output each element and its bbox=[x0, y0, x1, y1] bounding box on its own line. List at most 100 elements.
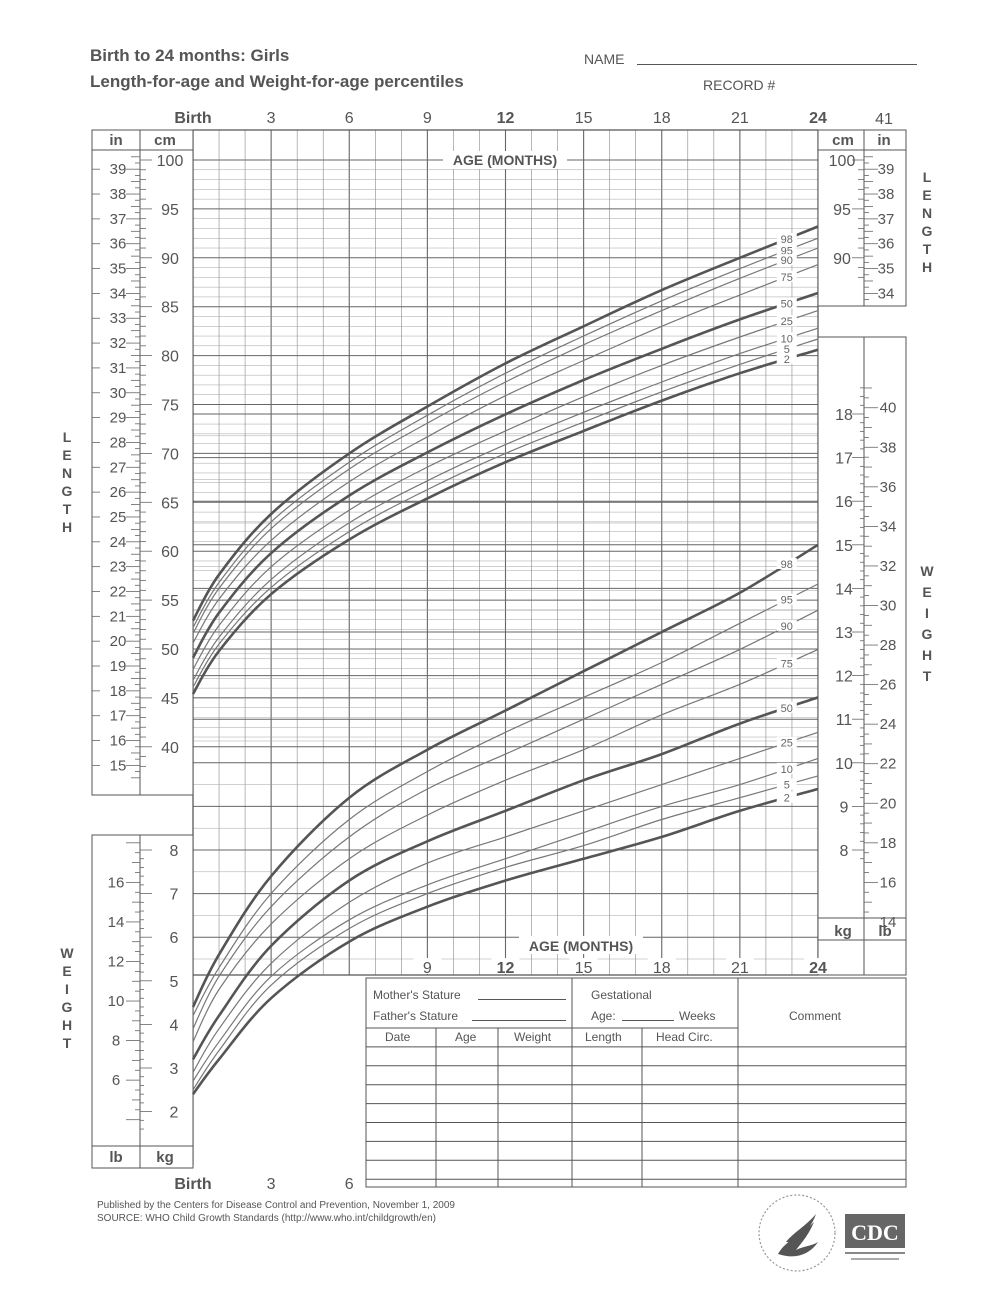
mother-stature-label: Mother's Stature bbox=[373, 988, 461, 1002]
tick-bg bbox=[725, 958, 754, 974]
weight-kg-right-tick: 14 bbox=[835, 581, 853, 598]
length-curve-p98 bbox=[191, 225, 819, 622]
length-in-left-tick: 31 bbox=[110, 360, 127, 377]
length-in-left-tick: 37 bbox=[110, 211, 127, 228]
length-in-left-tick: 21 bbox=[110, 608, 127, 625]
weight-lb-right-tick: 24 bbox=[880, 716, 897, 733]
weight-percentile-label: 10 bbox=[781, 764, 793, 776]
side-weight-letter: T bbox=[63, 1035, 72, 1051]
length-cm-left-tick: 50 bbox=[161, 642, 179, 659]
unit-kg-left: kg bbox=[156, 1149, 174, 1166]
percentile-label-bg bbox=[776, 233, 797, 245]
gestational-age-field[interactable] bbox=[622, 1020, 674, 1021]
col-date: Date bbox=[385, 1030, 411, 1044]
percentile-label-bg bbox=[776, 791, 797, 803]
weight-lb-right-tick: 32 bbox=[880, 558, 897, 575]
side-weight-letter: W bbox=[920, 563, 934, 579]
length-in-right-tick: 35 bbox=[878, 261, 895, 278]
length-curve-p50 bbox=[191, 291, 819, 659]
source-note: SOURCE: WHO Child Growth Standards (http… bbox=[97, 1213, 437, 1224]
percentile-label-bg bbox=[776, 270, 797, 282]
unit-kg-right: kg bbox=[834, 923, 852, 940]
unit-cm-right: cm bbox=[832, 132, 854, 149]
weight-kg-right-tick: 8 bbox=[840, 843, 849, 860]
length-cm-left-tick: 55 bbox=[161, 593, 179, 610]
side-length-letter: L bbox=[63, 429, 72, 445]
right-top-extra: 41 bbox=[875, 111, 893, 128]
weight-kg-right-tick: 10 bbox=[835, 756, 853, 773]
weight-kg-left-tick: 3 bbox=[170, 1061, 179, 1078]
weight-lb-right-tick: 22 bbox=[880, 756, 897, 773]
record-label: RECORD # bbox=[703, 77, 776, 93]
axis-labels: in cm393837363534333231302928272625242322… bbox=[60, 110, 934, 1193]
weight-curves: 98 95 90 75 50 25 10 52 bbox=[191, 543, 819, 1095]
percentile-label-bg bbox=[776, 332, 797, 344]
month-tick-bottom: Birth bbox=[174, 1176, 211, 1193]
length-percentile-label: 25 bbox=[781, 316, 793, 328]
weight-curve-p25 bbox=[192, 731, 819, 1073]
length-cm-left-tick: 95 bbox=[161, 202, 179, 219]
length-in-left-tick: 20 bbox=[110, 633, 127, 650]
side-length-letter: T bbox=[923, 241, 932, 257]
weight-kg-left-tick: 5 bbox=[170, 974, 179, 991]
cdc-logo-icon: CDC bbox=[845, 1214, 905, 1260]
side-weight-letter: G bbox=[922, 626, 933, 642]
weight-lb-left-tick: 6 bbox=[112, 1072, 120, 1089]
month-tick-top: Birth bbox=[174, 110, 211, 127]
age-label-bg bbox=[443, 151, 567, 169]
father-stature-label: Father's Stature bbox=[373, 1009, 458, 1023]
left-length-scale bbox=[91, 129, 194, 796]
mother-stature-field[interactable] bbox=[478, 999, 566, 1000]
length-cm-left-tick: 70 bbox=[161, 446, 179, 463]
length-in-left-tick: 28 bbox=[110, 434, 127, 451]
weight-kg-right-tick: 17 bbox=[835, 451, 853, 468]
weight-lb-left-tick: 14 bbox=[108, 914, 125, 931]
right-length-scale bbox=[817, 129, 907, 307]
percentile-label-bg bbox=[776, 701, 797, 713]
length-in-right-tick: 38 bbox=[878, 186, 895, 203]
percentile-label-bg bbox=[776, 297, 797, 309]
length-cm-left-tick: 90 bbox=[161, 251, 179, 268]
length-in-left-tick: 17 bbox=[110, 708, 127, 725]
length-in-left-tick: 35 bbox=[110, 261, 127, 278]
record-table-frame bbox=[365, 977, 907, 1188]
month-tick-lower: 15 bbox=[575, 960, 593, 977]
length-percentile-label: 98 bbox=[781, 234, 793, 246]
side-length-letter: H bbox=[922, 259, 932, 275]
length-in-left-tick: 30 bbox=[110, 385, 127, 402]
weight-lb-right-tick: 38 bbox=[880, 439, 897, 456]
length-in-left-tick: 22 bbox=[110, 583, 127, 600]
percentile-label-bg bbox=[776, 657, 797, 669]
length-cm-left-tick: 85 bbox=[161, 300, 179, 317]
weight-kg-left-tick: 6 bbox=[170, 930, 179, 947]
side-weight-letter: I bbox=[65, 981, 69, 997]
month-tick-top: 15 bbox=[575, 110, 593, 127]
weight-curve-p90 bbox=[192, 609, 819, 1030]
length-in-left-tick: 38 bbox=[110, 186, 127, 203]
length-cm-right-tick: 100 bbox=[829, 153, 856, 170]
length-in-left-tick: 36 bbox=[110, 236, 127, 253]
name-field[interactable] bbox=[637, 64, 917, 65]
cdc-logo-text: CDC bbox=[851, 1220, 899, 1245]
weight-lb-right-tick: 28 bbox=[880, 637, 897, 654]
weight-percentile-label: 2 bbox=[784, 793, 790, 805]
length-percentile-label: 90 bbox=[781, 255, 793, 267]
weight-lb-right-tick: 26 bbox=[880, 677, 897, 694]
length-curve-p25 bbox=[192, 310, 819, 670]
month-tick-top: 9 bbox=[423, 110, 432, 127]
percentile-label-bg bbox=[776, 619, 797, 631]
weight-kg-right-tick: 13 bbox=[835, 625, 853, 642]
hhs-seal-icon bbox=[758, 1194, 836, 1272]
weight-kg-left-tick: 8 bbox=[170, 843, 179, 860]
month-tick-top: 21 bbox=[731, 110, 749, 127]
left-weight-scale bbox=[91, 834, 194, 1169]
length-in-left-tick: 27 bbox=[110, 459, 127, 476]
unit-lb-right: lb bbox=[878, 923, 891, 940]
comment-header: Comment bbox=[789, 1009, 842, 1023]
age-label-bg bbox=[519, 936, 643, 954]
length-curve-p10 bbox=[192, 327, 819, 681]
father-stature-field[interactable] bbox=[472, 1020, 566, 1021]
weight-kg-right-tick: 12 bbox=[835, 669, 853, 686]
side-length-letter: E bbox=[62, 447, 71, 463]
weight-kg-right-tick: 9 bbox=[840, 799, 849, 816]
